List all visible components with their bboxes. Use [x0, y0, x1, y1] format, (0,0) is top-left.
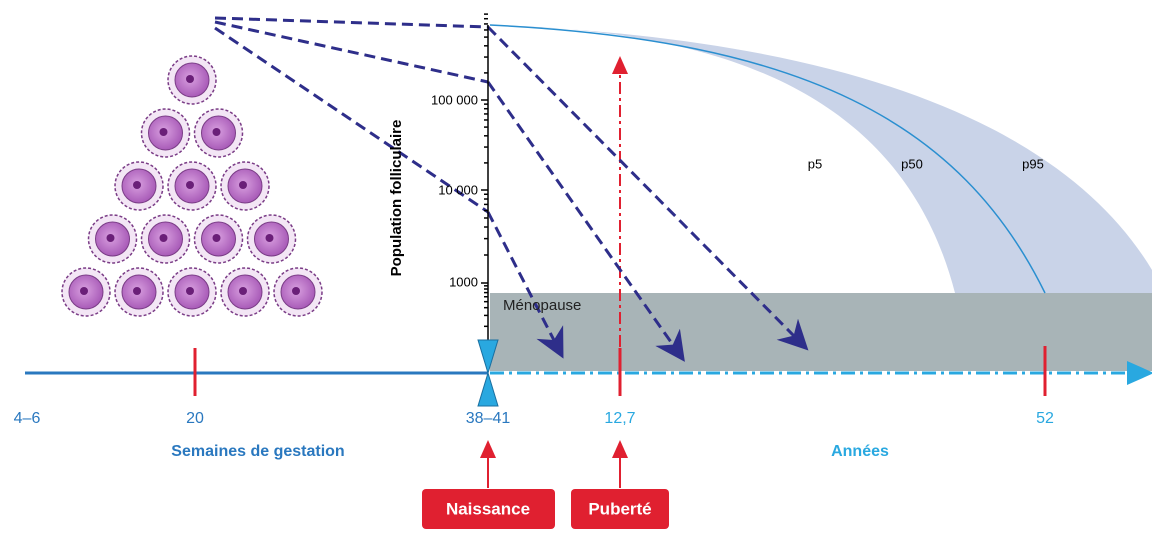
oocyte-nucleus	[80, 287, 88, 295]
time-label: 12,7	[604, 410, 635, 427]
oocyte-nucleus	[186, 287, 194, 295]
percentile-label: p5	[808, 156, 822, 171]
axis-tick: 100 000	[431, 92, 478, 107]
diagram: Population folliculaire 100 000 10 000 1…	[0, 0, 1152, 533]
oocyte-nucleus	[239, 287, 247, 295]
oocyte-nucleus	[266, 234, 274, 242]
timeline-labels: 4–6 20 38–41 12,7 52	[14, 410, 1054, 427]
oocyte-nucleus	[160, 128, 168, 136]
event-label: Puberté	[588, 499, 651, 518]
oocyte-nucleus	[213, 128, 221, 136]
oocyte-nucleus	[107, 234, 115, 242]
follicles	[62, 56, 322, 316]
oocyte-nucleus	[160, 234, 168, 242]
time-label: 4–6	[14, 410, 41, 427]
oocyte-nucleus	[186, 181, 194, 189]
oocyte-nucleus	[133, 181, 141, 189]
axis-tick: 10 000	[438, 182, 478, 197]
oocyte-nucleus	[186, 75, 194, 83]
time-label: 20	[186, 410, 204, 427]
gestation-label: Semaines de gestation	[171, 443, 344, 460]
percentile-label: p50	[901, 156, 923, 171]
axis-label: Population folliculaire	[388, 120, 405, 277]
zone-label: Ménopause	[503, 297, 581, 314]
years-label: Années	[831, 443, 889, 460]
oocyte-nucleus	[213, 234, 221, 242]
menopause-zone	[490, 293, 1152, 371]
oocyte-nucleus	[239, 181, 247, 189]
event-label: Naissance	[446, 499, 530, 518]
oocyte-nucleus	[292, 287, 300, 295]
percentile-label: p95	[1022, 156, 1044, 171]
time-label: 52	[1036, 410, 1054, 427]
oocyte-nucleus	[133, 287, 141, 295]
axis-tick: 1000	[449, 274, 478, 289]
time-label: 38–41	[466, 410, 511, 427]
y-axis	[481, 14, 488, 345]
